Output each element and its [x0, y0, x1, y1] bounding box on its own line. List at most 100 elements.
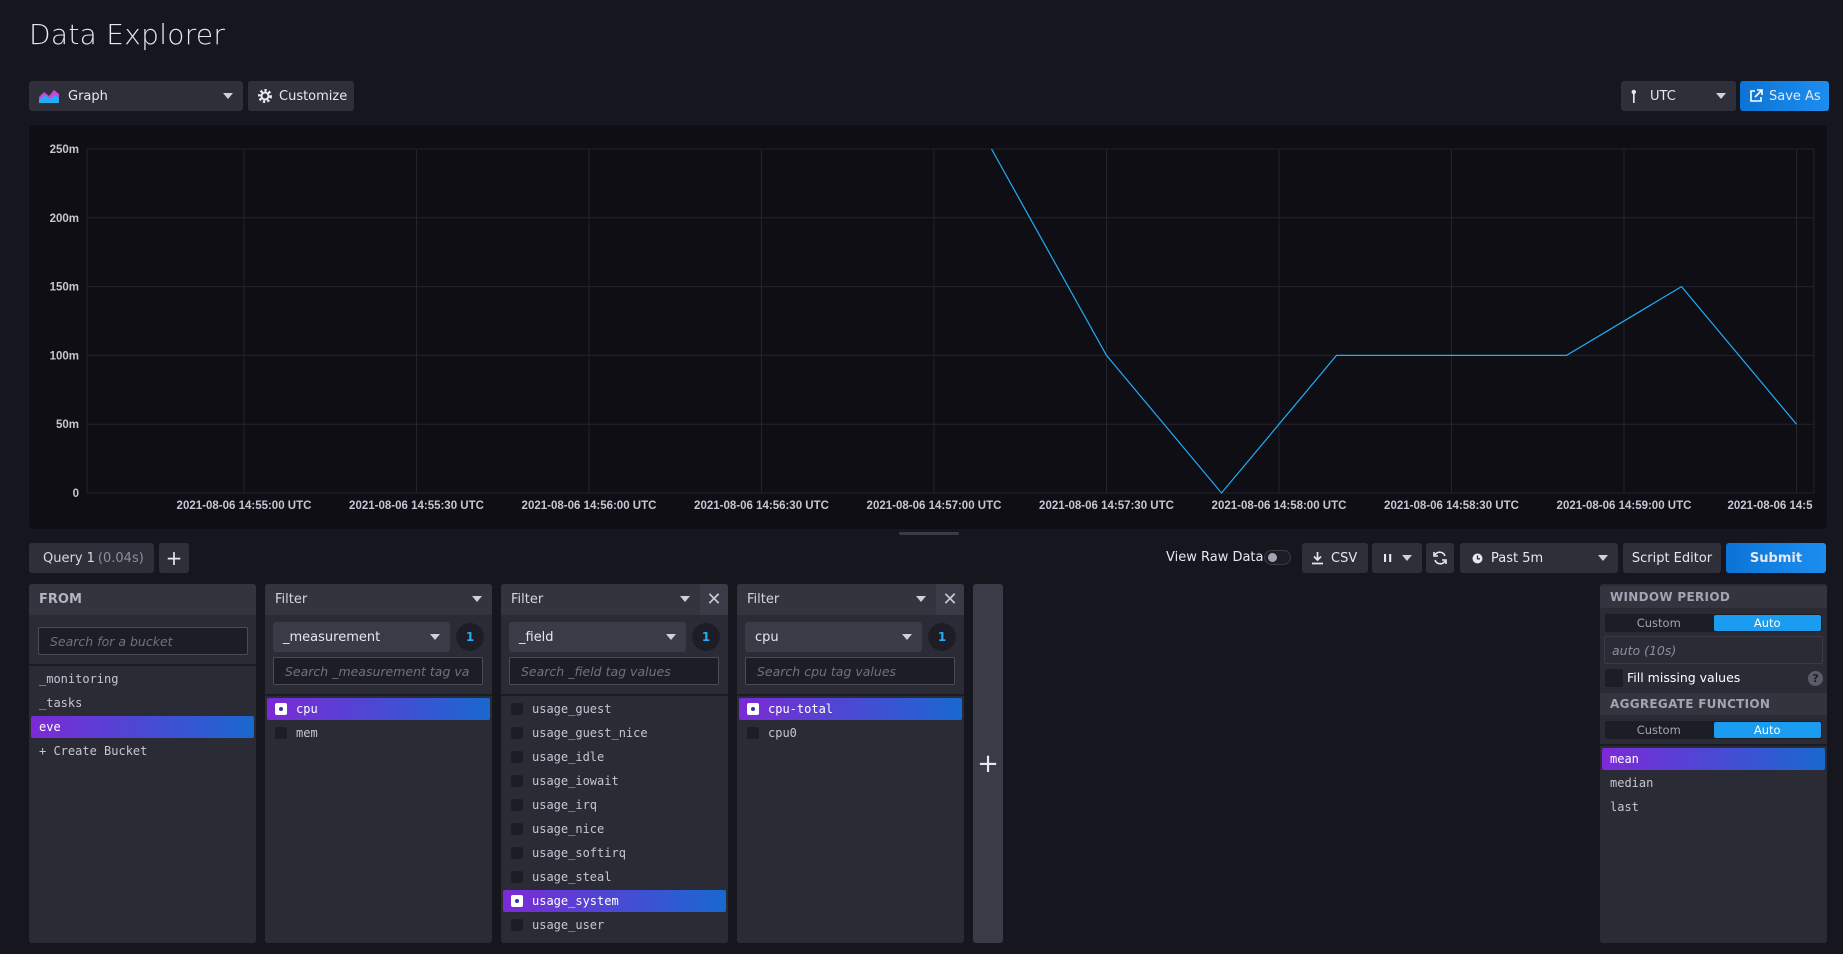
add-query-button[interactable]: + [159, 543, 189, 573]
x-tick-label: 2021-08-06 14:57:30 UTC [1039, 500, 1174, 512]
window-period-input[interactable]: auto (10s) [1604, 636, 1823, 664]
aggregate-item-selected[interactable]: mean [1602, 748, 1825, 770]
series-line [990, 148, 1797, 494]
tag-value-item[interactable]: usage_guest [503, 698, 726, 720]
fill-missing-label: Fill missing values [1627, 670, 1741, 685]
aggregate-auto-option[interactable]: Auto [1713, 722, 1821, 738]
tag-value-item[interactable]: usage_steal [503, 866, 726, 888]
submit-button[interactable]: Submit [1726, 543, 1826, 573]
aggregate-custom-option[interactable]: Custom [1636, 723, 1681, 737]
tag-value-item[interactable]: mem [267, 722, 490, 744]
tag-value-item[interactable]: usage_iowait [503, 770, 726, 792]
bucket-item-selected[interactable]: eve [31, 716, 254, 738]
tag-value-item[interactable]: usage_idle [503, 746, 726, 768]
tag-key-label: _measurement [283, 629, 381, 645]
time-range-dropdown[interactable]: Past 5m [1460, 543, 1618, 573]
divider [737, 694, 964, 696]
x-tick-label: 2021-08-06 14:57:00 UTC [867, 500, 1002, 512]
checkbox [511, 823, 523, 835]
customize-button[interactable]: Customize [248, 81, 354, 111]
checkbox [511, 751, 523, 763]
filter-header-label: Filter [511, 592, 544, 607]
checkbox [511, 919, 523, 931]
divider [29, 664, 256, 666]
window-period-header: WINDOW PERIOD [1600, 586, 1827, 608]
chevron-down-icon [680, 596, 690, 602]
tag-key-dropdown[interactable]: _measurement [273, 622, 450, 652]
tag-value-item[interactable]: usage_nice [503, 818, 726, 840]
timezone-dropdown[interactable]: UTC [1621, 81, 1736, 111]
chevron-down-icon [1598, 555, 1608, 561]
view-raw-data-toggle[interactable] [1264, 550, 1291, 565]
divider [501, 694, 728, 696]
window-period-toggle[interactable]: Custom Auto [1605, 614, 1822, 632]
toggle-knob [1268, 553, 1277, 562]
chevron-down-icon [1716, 93, 1726, 99]
line-chart: 250m 200m 150m 100m 50m 0 2021-08-06 14:55:00 … [50, 144, 1815, 512]
auto-refresh-dropdown[interactable]: II [1372, 543, 1422, 573]
help-icon[interactable]: ? [1808, 671, 1823, 686]
filter-header-label: Filter [275, 592, 308, 607]
tag-value-item[interactable]: usage_user [503, 914, 726, 936]
tag-value-item[interactable]: usage_guest_nice [503, 722, 726, 744]
aggregate-item[interactable]: median [1610, 776, 1654, 790]
create-bucket-link[interactable]: + Create Bucket [39, 744, 148, 758]
tag-value-label: usage_softirq [532, 846, 626, 860]
tag-value-label: cpu-total [768, 702, 834, 716]
script-editor-button[interactable]: Script Editor [1623, 543, 1721, 573]
tag-value-label: usage_steal [532, 870, 612, 884]
tag-value-item[interactable]: usage_irq [503, 794, 726, 816]
tag-value-label: usage_user [532, 918, 605, 932]
bucket-item[interactable]: _monitoring [39, 672, 119, 686]
bucket-item[interactable]: _tasks [39, 696, 83, 710]
timezone-label: UTC [1650, 88, 1676, 104]
checkbox [511, 727, 523, 739]
query-tab-time: (0.04s) [97, 550, 144, 566]
gear-icon [257, 88, 273, 104]
pause-icon: II [1383, 551, 1394, 565]
checkbox [511, 871, 523, 883]
plus-icon: + [977, 748, 999, 779]
checkbox [511, 799, 523, 811]
tag-value-item[interactable]: cpu0 [739, 722, 962, 744]
refresh-button[interactable] [1426, 543, 1454, 573]
tag-value-item-selected[interactable]: cpu [267, 698, 490, 720]
resize-handle[interactable] [899, 532, 959, 535]
close-icon[interactable]: ✕ [936, 584, 964, 615]
tag-value-item[interactable]: usage_softirq [503, 842, 726, 864]
checkbox [511, 847, 523, 859]
aggregate-item[interactable]: last [1610, 800, 1639, 814]
x-tick-label: 2021-08-06 14:56:00 UTC [522, 500, 657, 512]
csv-button[interactable]: CSV [1302, 543, 1368, 573]
fill-missing-checkbox[interactable] [1605, 669, 1623, 687]
checkbox [275, 703, 287, 715]
tag-search-input[interactable]: Search cpu tag values [745, 657, 955, 685]
filter-header[interactable]: Filter ✕ [737, 584, 964, 615]
filter-header[interactable]: Filter ✕ [501, 584, 728, 615]
window-period-custom-option[interactable]: Custom [1636, 616, 1681, 630]
export-icon [1749, 89, 1763, 103]
tag-search-input[interactable]: Search _field tag values [509, 657, 719, 685]
filter-header[interactable]: Filter [265, 584, 492, 615]
divider [265, 694, 492, 696]
close-icon[interactable]: ✕ [700, 584, 728, 615]
tag-search-input[interactable]: Search _measurement tag va [273, 657, 483, 685]
query-tab[interactable]: Query 1 (0.04s) [29, 543, 154, 573]
vis-type-dropdown[interactable]: Graph [29, 81, 243, 111]
save-as-button[interactable]: Save As [1740, 81, 1829, 111]
pin-icon [1631, 89, 1637, 103]
bucket-search-input[interactable]: Search for a bucket [38, 627, 248, 655]
chevron-down-icon [902, 634, 912, 640]
window-period-auto-option[interactable]: Auto [1713, 615, 1821, 631]
y-tick-label: 50m [56, 419, 79, 431]
selected-count-badge: 1 [456, 623, 484, 651]
add-filter-button[interactable]: + [973, 584, 1003, 943]
tag-key-dropdown[interactable]: _field [509, 622, 686, 652]
graph-icon [39, 89, 59, 103]
tag-value-item-selected[interactable]: cpu-total [739, 698, 962, 720]
clock-icon [1472, 553, 1483, 564]
tag-value-item-selected[interactable]: usage_system [503, 890, 726, 912]
aggregate-toggle[interactable]: Custom Auto [1605, 721, 1822, 739]
submit-label: Submit [1749, 550, 1803, 566]
tag-key-dropdown[interactable]: cpu [745, 622, 922, 652]
